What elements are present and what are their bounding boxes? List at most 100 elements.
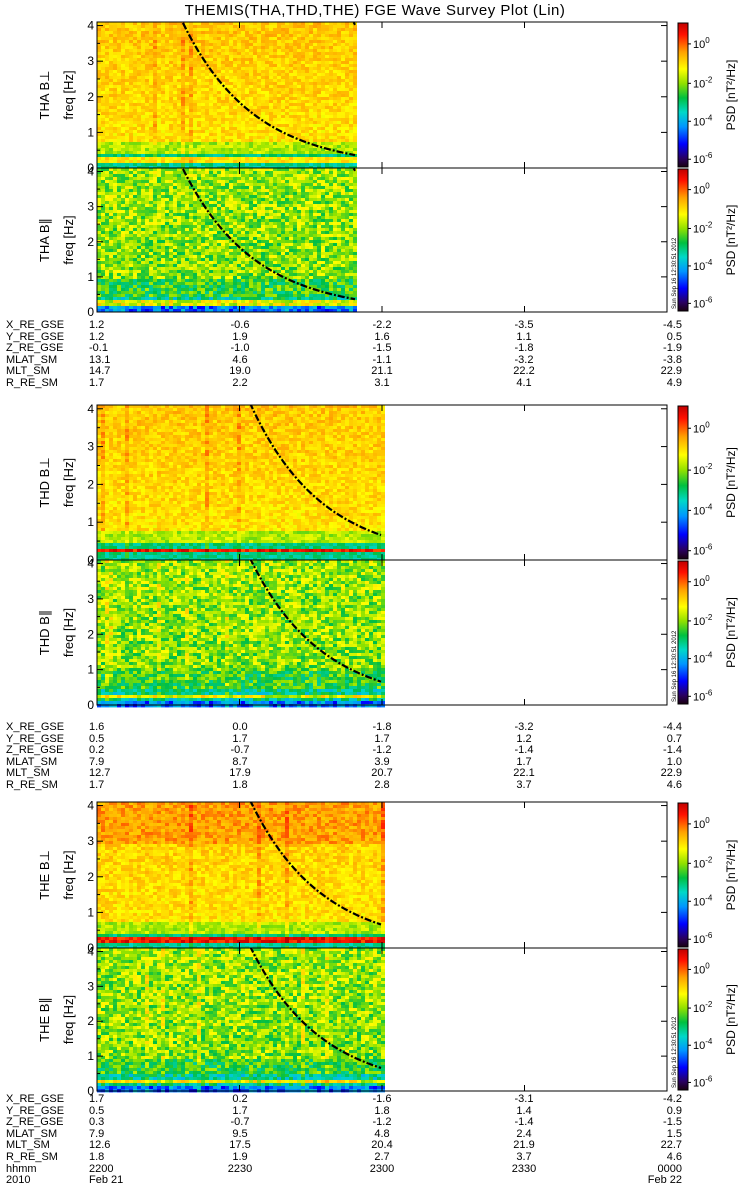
psd-cell (117, 145, 121, 149)
psd-cell (233, 58, 237, 62)
psd-cell (117, 115, 121, 119)
psd-cell (217, 40, 221, 44)
psd-cell (153, 177, 157, 181)
psd-cell (201, 294, 205, 298)
psd-cell (273, 37, 277, 41)
psd-cell (217, 255, 221, 259)
psd-cell (173, 112, 177, 116)
psd-cell (241, 291, 245, 295)
psd-cell (153, 195, 157, 199)
psd-cell (173, 240, 177, 244)
psd-cell (221, 79, 225, 83)
psd-cell (213, 40, 217, 44)
psd-cell (169, 130, 173, 134)
psd-cell (213, 183, 217, 187)
psd-cell (233, 171, 237, 175)
psd-cell (133, 246, 137, 250)
psd-cell (145, 240, 149, 244)
psd-cell (213, 91, 217, 95)
psd-cell (313, 133, 317, 137)
psd-cell (249, 73, 253, 77)
psd-cell (261, 163, 265, 167)
psd-cell (237, 183, 241, 187)
psd-cell (225, 300, 229, 304)
psd-cell (121, 67, 125, 71)
psd-cell (209, 255, 213, 259)
psd-cell (317, 94, 321, 98)
psd-cell (161, 288, 165, 292)
psd-cell (189, 100, 193, 104)
psd-cell (205, 246, 209, 250)
psd-cell (189, 303, 193, 307)
psd-cell (205, 76, 209, 80)
psd-cell (329, 154, 333, 158)
psd-cell (201, 103, 205, 107)
psd-cell (229, 46, 233, 50)
psd-cell (325, 130, 329, 134)
psd-cell (177, 297, 181, 301)
psd-cell (321, 73, 325, 77)
psd-cell (209, 88, 213, 92)
psd-cell (133, 297, 137, 301)
psd-cell (173, 124, 177, 128)
psd-cell (149, 31, 153, 35)
psd-cell (301, 124, 305, 128)
psd-cell (161, 70, 165, 74)
psd-cell (205, 34, 209, 38)
psd-cell (341, 109, 345, 113)
psd-cell (289, 100, 293, 104)
psd-cell (313, 46, 317, 50)
psd-cell (233, 297, 237, 301)
psd-cell (117, 267, 121, 271)
psd-cell (281, 70, 285, 74)
psd-cell (253, 115, 257, 119)
psd-cell (185, 139, 189, 143)
psd-cell (153, 243, 157, 247)
psd-cell (217, 264, 221, 268)
psd-cell (337, 76, 341, 80)
psd-cell (129, 118, 133, 122)
psd-cell (125, 100, 129, 104)
psd-cell (225, 58, 229, 62)
psd-cell (129, 22, 133, 26)
psd-cell (113, 52, 117, 56)
psd-cell (317, 109, 321, 113)
psd-cell (161, 91, 165, 95)
psd-cell (237, 282, 241, 286)
psd-cell (349, 151, 353, 155)
psd-cell (121, 306, 125, 310)
psd-cell (177, 213, 181, 217)
psd-cell (237, 40, 241, 44)
psd-cell (153, 174, 157, 178)
psd-cell (249, 49, 253, 53)
psd-cell (277, 106, 281, 110)
y-tick-label: 3 (87, 54, 94, 68)
psd-cell (213, 160, 217, 164)
psd-cell (121, 37, 125, 41)
psd-cell (305, 142, 309, 146)
psd-cell (101, 70, 105, 74)
psd-cell (97, 228, 101, 232)
psd-cell (265, 61, 269, 65)
psd-cell (237, 85, 241, 89)
psd-cell (137, 192, 141, 196)
psd-cell (277, 154, 281, 158)
psd-cell (309, 22, 313, 26)
psd-cell (189, 124, 193, 128)
psd-cell (117, 43, 121, 47)
psd-cell (185, 82, 189, 86)
psd-cell (161, 249, 165, 253)
psd-cell (117, 264, 121, 268)
psd-cell (309, 100, 313, 104)
psd-cell (201, 285, 205, 289)
psd-cell (149, 291, 153, 295)
psd-cell (121, 267, 125, 271)
psd-cell (189, 154, 193, 158)
psd-cell (245, 112, 249, 116)
psd-cell (273, 67, 277, 71)
psd-cell (249, 151, 253, 155)
psd-cell (173, 58, 177, 62)
psd-cell (245, 61, 249, 65)
psd-cell (265, 160, 269, 164)
psd-cell (205, 177, 209, 181)
